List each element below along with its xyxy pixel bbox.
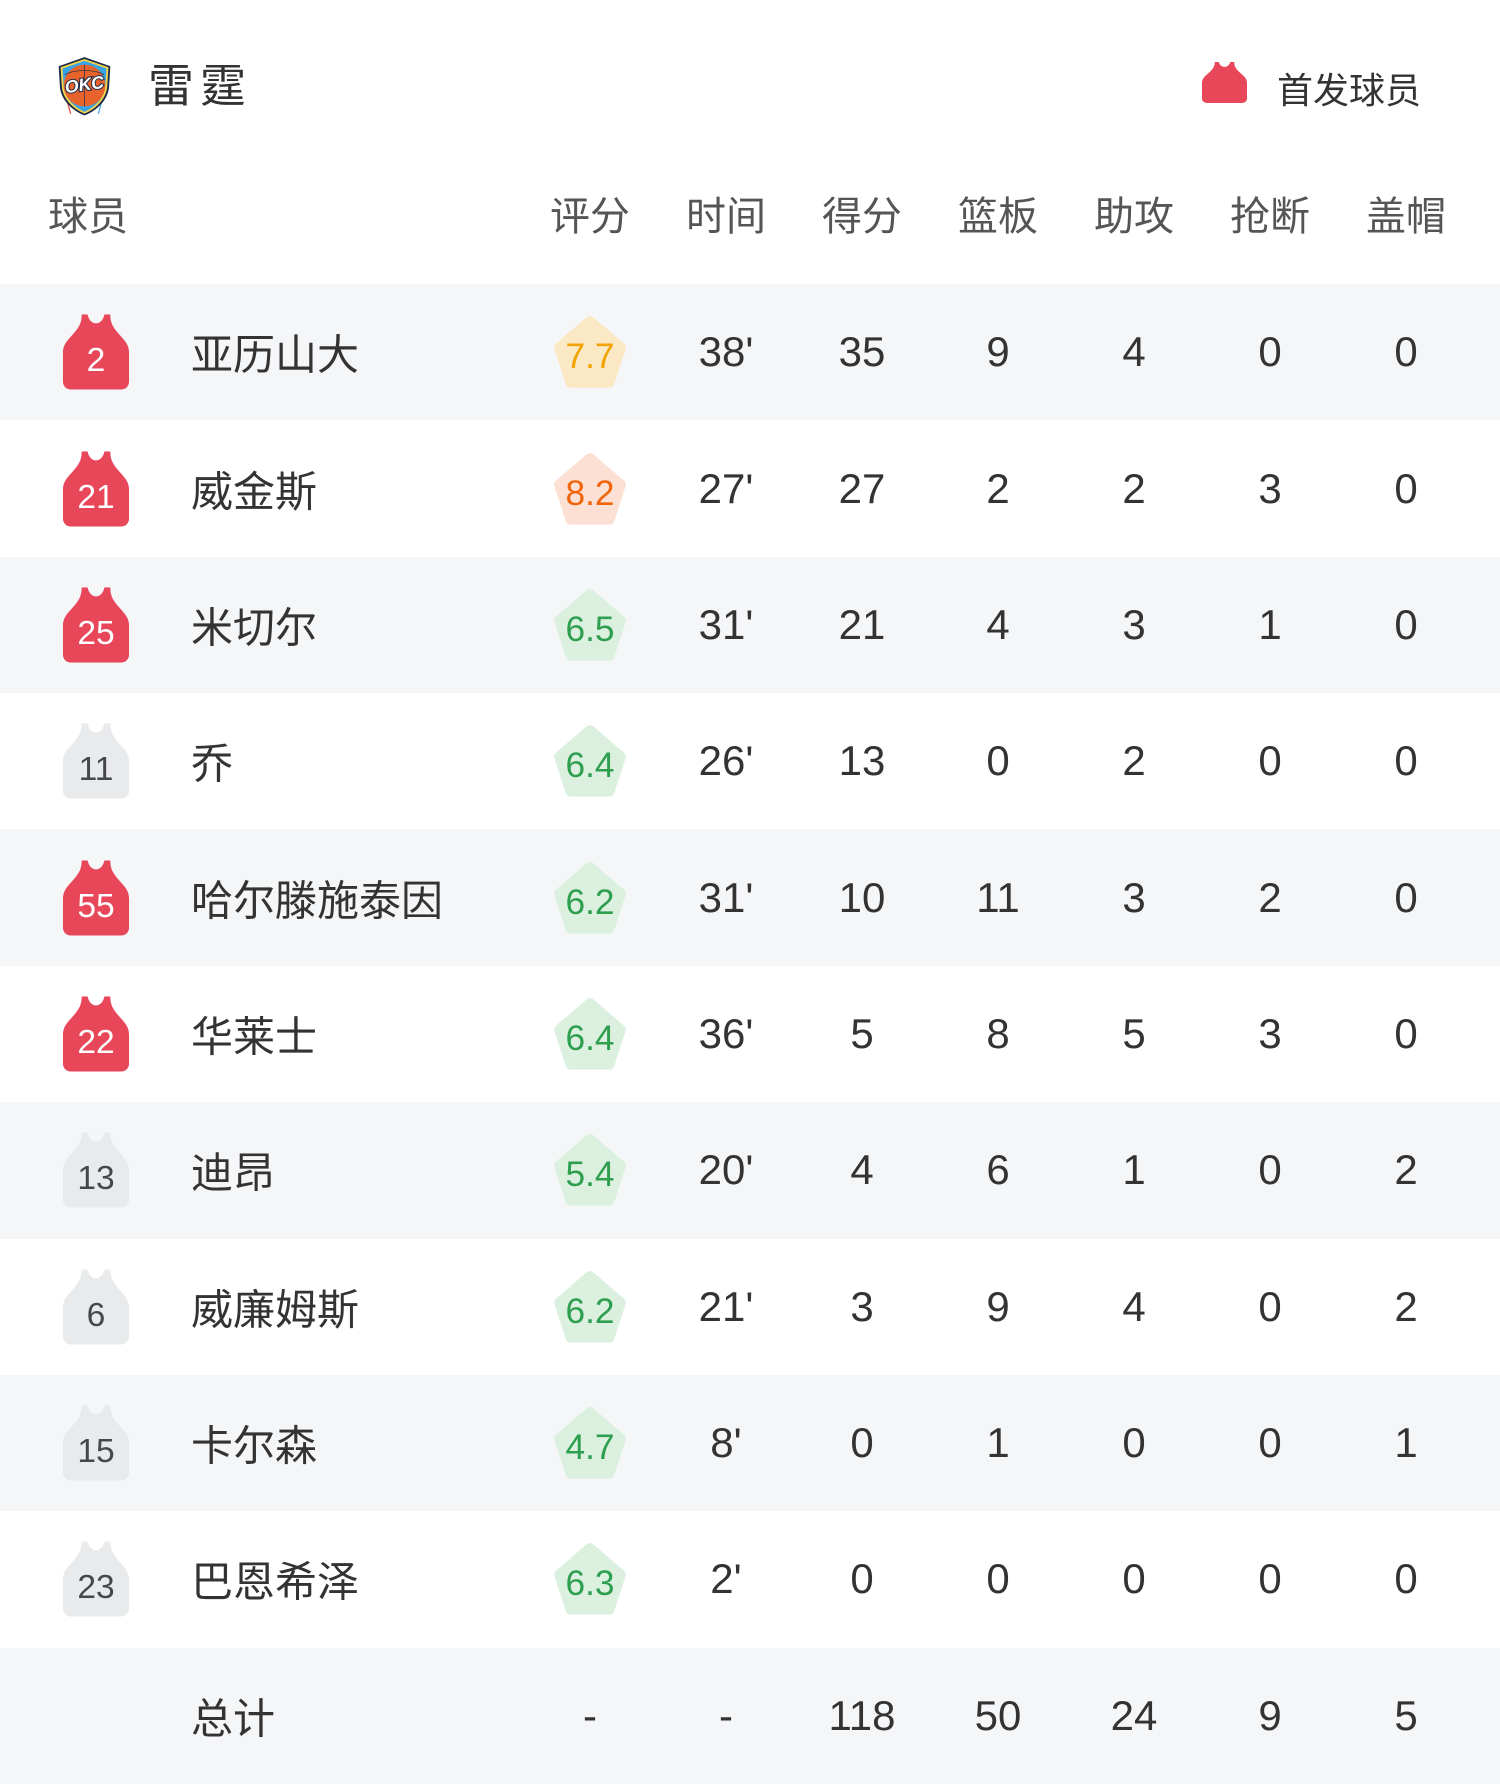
svg-text:6.2: 6.2 xyxy=(565,882,614,921)
svg-text:6.2: 6.2 xyxy=(565,1292,614,1331)
svg-text:6.4: 6.4 xyxy=(565,1019,614,1058)
svg-text:8.2: 8.2 xyxy=(565,473,614,512)
svg-text:6.3: 6.3 xyxy=(565,1564,614,1603)
svg-text:2: 2 xyxy=(87,342,106,379)
svg-text:6.5: 6.5 xyxy=(565,610,614,649)
svg-text:5.4: 5.4 xyxy=(565,1155,614,1194)
svg-text:4.7: 4.7 xyxy=(565,1428,614,1467)
svg-text:13: 13 xyxy=(77,1160,114,1197)
svg-text:23: 23 xyxy=(77,1569,114,1606)
svg-text:7.7: 7.7 xyxy=(565,337,614,376)
svg-text:6.4: 6.4 xyxy=(565,746,614,785)
svg-text:22: 22 xyxy=(77,1024,114,1061)
svg-text:25: 25 xyxy=(77,615,114,652)
svg-text:21: 21 xyxy=(77,478,114,515)
svg-text:15: 15 xyxy=(77,1433,114,1470)
svg-text:55: 55 xyxy=(77,887,114,924)
svg-text:6: 6 xyxy=(87,1296,106,1333)
svg-text:11: 11 xyxy=(79,751,114,788)
